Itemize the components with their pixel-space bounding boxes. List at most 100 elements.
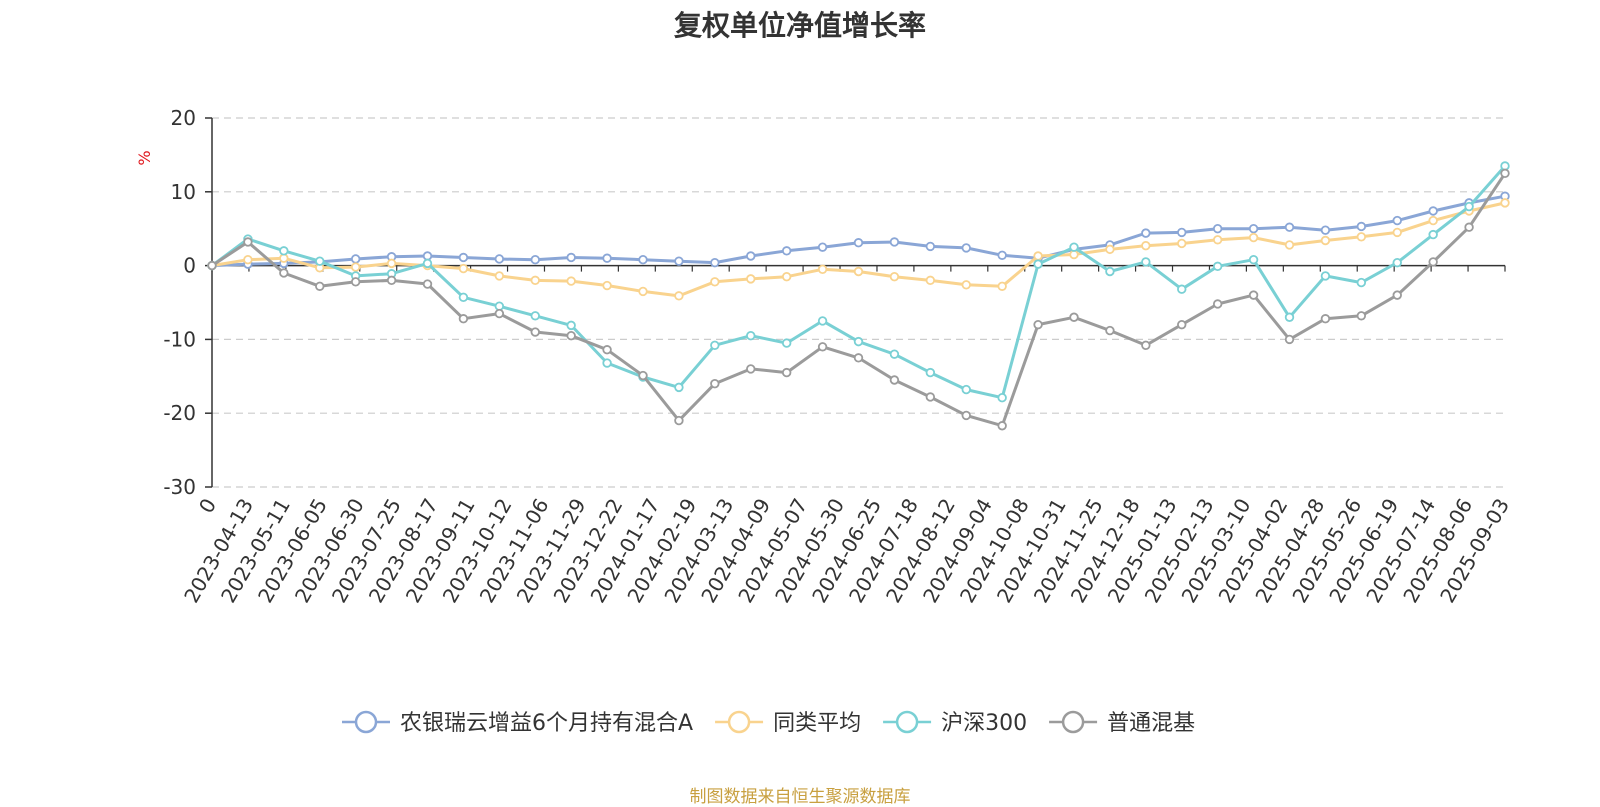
series-point-1-8 (494, 271, 505, 281)
series-point-1-5 (386, 258, 397, 269)
series-point-3-10 (566, 331, 576, 341)
y-tick-label-3: -10 (163, 327, 196, 351)
series-point-1-19 (889, 271, 900, 282)
series-point-3-2 (279, 268, 289, 278)
series-point-0-12 (638, 254, 648, 265)
series-point-0-19 (889, 237, 900, 247)
series-point-0-28 (1212, 223, 1223, 234)
series-point-1-24 (1069, 249, 1079, 260)
series-point-1-31 (1320, 235, 1331, 246)
series-point-1-32 (1356, 232, 1367, 242)
series-layer (207, 161, 1510, 431)
series-point-2-24 (1069, 242, 1079, 252)
series-point-1-20 (925, 275, 936, 286)
series-point-3-20 (925, 392, 936, 402)
series-point-1-2 (279, 253, 289, 263)
series-point-1-12 (638, 286, 648, 297)
series-point-2-23 (1033, 259, 1043, 269)
series-point-3-8 (494, 308, 505, 319)
series-point-2-15 (746, 331, 756, 341)
series-point-2-11 (602, 358, 612, 368)
series-point-1-21 (961, 280, 971, 290)
series-point-1-22 (997, 281, 1007, 291)
legend-item-2[interactable]: 沪深300 (883, 710, 1027, 736)
series-point-2-36 (1500, 161, 1510, 171)
series-point-1-18 (853, 266, 864, 277)
series-point-2-9 (530, 311, 540, 321)
series-point-0-22 (997, 250, 1007, 260)
legend-label-1: 同类平均 (773, 711, 861, 736)
legend-item-3[interactable]: 普通混基 (1049, 710, 1195, 736)
series-point-3-32 (1356, 311, 1367, 321)
series-point-1-16 (781, 271, 792, 282)
legend-label-0: 农银瑞云增益6个月持有混合A (400, 711, 693, 736)
series-point-1-26 (1141, 240, 1151, 251)
series-point-0-18 (853, 238, 864, 248)
series-point-0-21 (961, 243, 971, 253)
series-point-2-31 (1320, 271, 1331, 281)
series-point-1-17 (817, 264, 828, 274)
series-point-3-6 (422, 279, 433, 289)
series-point-0-16 (781, 246, 792, 256)
series-point-0-32 (1356, 221, 1367, 232)
series-point-0-4 (350, 254, 361, 264)
series-point-1-1 (243, 254, 253, 265)
series-point-3-26 (1141, 340, 1151, 351)
series-point-1-15 (746, 274, 756, 284)
series-point-2-19 (889, 349, 900, 359)
series-point-3-19 (889, 375, 900, 385)
series-line-3 (211, 172, 1507, 428)
legend-item-0[interactable]: 农银瑞云增益6个月持有混合A (342, 710, 693, 736)
series-point-0-6 (422, 251, 433, 261)
series-point-2-25 (1105, 266, 1115, 277)
series-point-2-32 (1356, 277, 1367, 288)
legend[interactable]: 农银瑞云增益6个月持有混合A 同类平均 沪深300 普通混基 (342, 710, 1195, 736)
series-point-2-22 (997, 393, 1007, 403)
legend-item-1[interactable]: 同类平均 (715, 710, 861, 736)
series-point-3-7 (458, 314, 469, 324)
legend-marker-0 (354, 710, 378, 734)
series-point-0-14 (710, 257, 720, 268)
series-point-0-27 (1177, 227, 1187, 238)
series-point-0-33 (1392, 215, 1402, 226)
series-point-1-30 (1284, 240, 1295, 250)
series-point-2-7 (458, 292, 469, 303)
series-point-0-34 (1428, 206, 1438, 216)
series-point-0-15 (746, 251, 756, 261)
series-point-3-33 (1392, 290, 1402, 300)
series-point-3-29 (1248, 290, 1259, 300)
series-point-0-11 (602, 253, 612, 263)
series-point-2-30 (1284, 312, 1295, 322)
series-point-2-6 (422, 258, 433, 269)
series-point-2-2 (279, 246, 289, 256)
series-point-1-27 (1177, 238, 1187, 249)
series-point-3-22 (997, 421, 1007, 431)
series-point-2-34 (1428, 229, 1438, 240)
series-point-1-29 (1248, 232, 1259, 243)
series-point-2-8 (494, 301, 505, 311)
series-point-0-13 (674, 256, 684, 266)
series-point-3-21 (961, 410, 971, 421)
y-tick-label-0: 20 (171, 106, 196, 130)
series-point-3-5 (386, 275, 397, 286)
axis-layer: 20100-10-20-3002023-04-132023-05-112023-… (163, 106, 1514, 607)
series-3 (207, 168, 1510, 431)
series-point-1-36 (1500, 198, 1510, 208)
series-point-0-20 (925, 241, 936, 252)
series-0 (207, 191, 1510, 271)
series-point-1-14 (710, 277, 720, 287)
series-point-3-27 (1177, 319, 1187, 330)
y-tick-label-4: -20 (163, 401, 196, 425)
series-point-3-30 (1284, 334, 1295, 345)
series-point-3-31 (1320, 314, 1331, 324)
series-point-1-33 (1392, 227, 1402, 238)
series-point-3-28 (1212, 299, 1223, 309)
series-point-2-33 (1392, 257, 1402, 268)
x-tick-label-0: 0 (194, 494, 221, 517)
chart-title: 复权单位净值增长率 (673, 9, 926, 42)
series-point-3-15 (746, 364, 756, 374)
series-point-2-16 (781, 338, 792, 348)
series-point-1-11 (602, 280, 612, 291)
series-point-0-9 (530, 254, 540, 265)
